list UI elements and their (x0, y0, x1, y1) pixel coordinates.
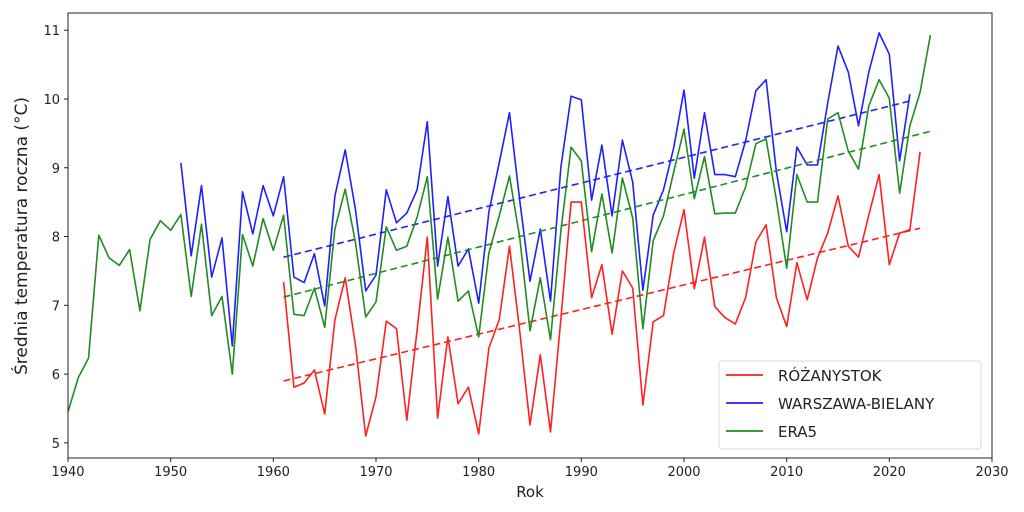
plot-frame (67, 12, 993, 459)
y-axis: 5 6 7 8 9 10 11 (43, 24, 68, 452)
legend-label-warszawa-bielany: WARSZAWA-BIELANY (778, 395, 935, 413)
trend-line-warszawa-bielany (283, 100, 911, 258)
y-tick-label: 6 (52, 368, 60, 383)
legend-box (718, 360, 982, 450)
y-tick-label: 11 (43, 24, 60, 39)
x-tick-label: 1940 (51, 465, 84, 480)
y-tick-label: 10 (43, 93, 60, 108)
x-tick-label: 2030 (975, 465, 1008, 480)
x-tick-label: 2010 (770, 465, 803, 480)
x-tick-label: 2000 (667, 465, 700, 480)
trend-line-era5 (283, 130, 931, 298)
y-tick-label: 9 (52, 162, 60, 177)
y-axis-label: Średnia temperatura roczna (°C) (10, 97, 32, 375)
trend-line-rozanystok (283, 227, 921, 382)
y-tick-label: 5 (52, 437, 60, 452)
x-tick-label: 1980 (462, 465, 495, 480)
x-axis: 1940 1950 1960 1970 1980 1990 2000 2010 2020 2030 (51, 458, 1009, 480)
series-line-warszawa-bielany (180, 32, 911, 347)
x-axis-label: Rok (516, 483, 544, 501)
legend: RÓŻANYSTOK WARSZAWA-BIELANY ERA5 (718, 360, 982, 450)
x-tick-label: 1990 (565, 465, 598, 480)
legend-label-era5: ERA5 (778, 423, 817, 441)
x-tick-label: 1970 (359, 465, 392, 480)
legend-label-rozanystok: RÓŻANYSTOK (778, 366, 883, 385)
x-tick-label: 1950 (154, 465, 187, 480)
series-line-rozanystok (282, 151, 921, 437)
y-tick-label: 7 (52, 299, 60, 314)
y-tick-label: 8 (52, 231, 60, 246)
x-tick-label: 1960 (257, 465, 290, 480)
x-tick-label: 2020 (873, 465, 906, 480)
series-layer (67, 32, 932, 437)
